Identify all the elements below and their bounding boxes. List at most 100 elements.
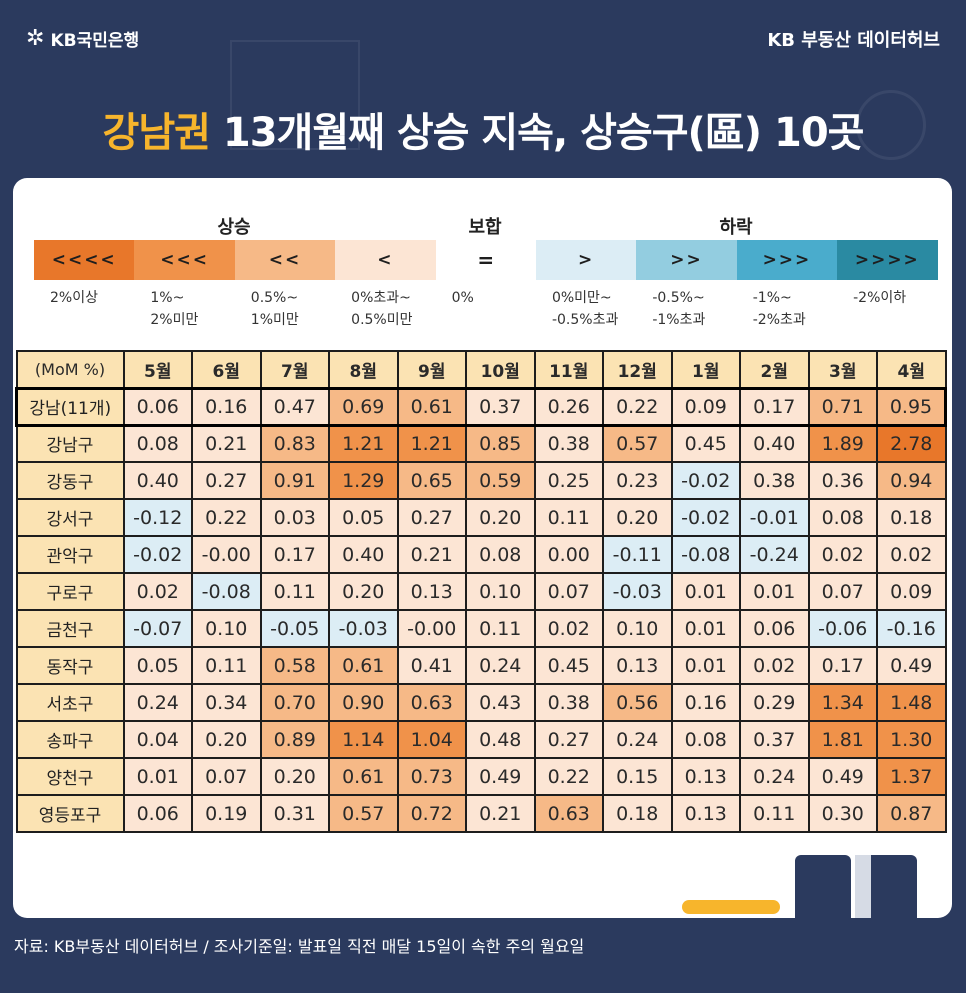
heatmap-cell: 0.43 [465,683,536,722]
heatmap-cell: -0.00 [396,609,467,648]
heatmap-cell: 0.38 [739,461,810,500]
heatmap-cell: -0.00 [191,535,262,574]
heatmap-cell: 0.49 [876,646,947,685]
heatmap-cell: 0.85 [465,424,536,463]
column-header: 9월 [396,350,467,389]
heatmap-cell: 0.61 [396,386,467,427]
heatmap-cell: 0.05 [328,498,399,537]
heatmap-cell: -0.08 [670,535,741,574]
heatmap-cell: 0.89 [259,720,330,759]
heatmap-cell: 0.31 [259,794,330,833]
legend-label-3: 0%초과~ 0.5%미만 [335,287,435,331]
heatmap-cell: 0.10 [465,572,536,611]
headline: 강남권 13개월째 상승 지속, 상승구(區) 10곳 [0,100,966,158]
gray-block-deco [855,855,871,918]
heatmap-cell: 0.23 [602,461,673,500]
column-header: 10월 [465,350,536,389]
legend-label-line2: -1%초과 [652,312,706,328]
kb-bank-logo-text: KB국민은행 [50,31,140,51]
heatmap-cell: 0.36 [807,461,878,500]
heatmap-cell: 0.45 [670,424,741,463]
heatmap-cell: 0.49 [465,757,536,796]
heatmap-cell: 0.10 [191,609,262,648]
heatmap-cell: 0.30 [807,794,878,833]
legend-label-2: 0.5%~ 1%미만 [235,287,335,331]
heatmap-cell: 0.01 [670,572,741,611]
legend-label-1: 1%~ 2%미만 [134,287,234,331]
kb-star-icon: ✲ [26,25,45,51]
table-row: 영등포구 0.06 0.19 0.31 0.57 0.72 0.21 0.63 0.18 0.13… [15,794,947,833]
heatmap-cell: 0.07 [191,757,262,796]
legend-label-line1: -2%이하 [853,290,907,306]
legend-label-line2: -2%초과 [752,312,806,328]
legend-headers: 상승 보합 하락 [0,213,966,238]
table-row: 강동구 0.40 0.27 0.91 1.29 0.65 0.59 0.25 0.23 -0.02… [15,461,947,500]
heatmap-cell: 0.11 [465,609,536,648]
heatmap-cell: 0.21 [191,424,262,463]
heatmap-cell: 0.06 [122,386,193,427]
heatmap-cell: 0.70 [259,683,330,722]
yellow-bar-deco [682,900,780,914]
heatmap-cell: 0.38 [533,683,604,722]
heatmap-cell: 0.16 [191,386,262,427]
heatmap-cell: 0.34 [191,683,262,722]
table-row: 구로구 0.02 -0.08 0.11 0.20 0.13 0.10 0.07 -0.03 0.0… [15,572,947,611]
heatmap-cell: 0.18 [876,498,947,537]
column-header: 5월 [122,350,193,389]
heatmap-cell: 0.02 [533,609,604,648]
heatmap-cell: -0.02 [122,535,193,574]
heatmap-cell: 0.08 [670,720,741,759]
legend-label-6: -0.5%~ -1%초과 [636,287,736,331]
heatmap-cell: 0.03 [259,498,330,537]
heatmap-cell: 0.13 [670,794,741,833]
row-header: 강서구 [15,498,125,537]
heatmap-cell: -0.07 [122,609,193,648]
row-header: 강동구 [15,461,125,500]
heatmap-cell: 0.61 [328,757,399,796]
heatmap-cell: 0.13 [396,572,467,611]
heatmap-cell: 1.21 [396,424,467,463]
heatmap-cell: 0.20 [328,572,399,611]
heatmap-cell: 0.24 [122,683,193,722]
heatmap-cell: 1.81 [807,720,878,759]
heatmap-cell: 1.29 [328,461,399,500]
heatmap-cell: 0.57 [328,794,399,833]
table-row: 강남(11개) 0.06 0.16 0.47 0.69 0.61 0.37 0.26 0.22 0… [15,386,947,427]
heatmap-cell: 0.07 [807,572,878,611]
row-header: 동작구 [15,646,125,685]
heatmap-cell: 0.13 [602,646,673,685]
heatmap-cell: 0.58 [259,646,330,685]
legend-labels: 2%이상 1%~ 2%미만 0.5%~ 1%미만 0%초과~ 0.5%미만 0% 0%미만~ -0… [34,287,938,331]
table-row: 관악구 -0.02 -0.00 0.17 0.40 0.21 0.08 0.00 -0.11 -0… [15,535,947,574]
legend-label-8: -2%이하 [837,287,937,331]
column-header: 12월 [602,350,673,389]
heatmap-cell: 0.22 [533,757,604,796]
heatmap-cell: 0.73 [396,757,467,796]
heatmap-cell: -0.06 [807,609,878,648]
column-header: 2월 [739,350,810,389]
heatmap-cell: 0.27 [191,461,262,500]
legend-label-line1: -1%~ [752,290,792,306]
heatmap-cell: 0.07 [533,572,604,611]
heatmap-cell: 1.34 [807,683,878,722]
heatmap-cell: 0.20 [191,720,262,759]
heatmap-cell: 0.02 [122,572,193,611]
heatmap-cell: 0.11 [259,572,330,611]
heatmap-cell: 1.14 [328,720,399,759]
heatmap-cell: 0.02 [876,535,947,574]
legend-swatch-5: > [535,240,637,280]
heatmap-cell: 0.37 [465,386,536,427]
heatmap-cell: 2.78 [876,424,947,463]
column-header: 11월 [533,350,604,389]
heatmap-cell: 0.48 [465,720,536,759]
heatmap-cell: 0.11 [191,646,262,685]
heatmap-cell: -0.08 [191,572,262,611]
heatmap-cell: 0.25 [533,461,604,500]
heatmap-cell: 0.13 [670,757,741,796]
heatmap-cell: 0.08 [122,424,193,463]
legend-label-line2: 2%미만 [150,312,199,328]
heatmap-cell: 0.08 [465,535,536,574]
heatmap-cell: 0.17 [259,535,330,574]
heatmap-cell: 0.41 [396,646,467,685]
row-header: 금천구 [15,609,125,648]
